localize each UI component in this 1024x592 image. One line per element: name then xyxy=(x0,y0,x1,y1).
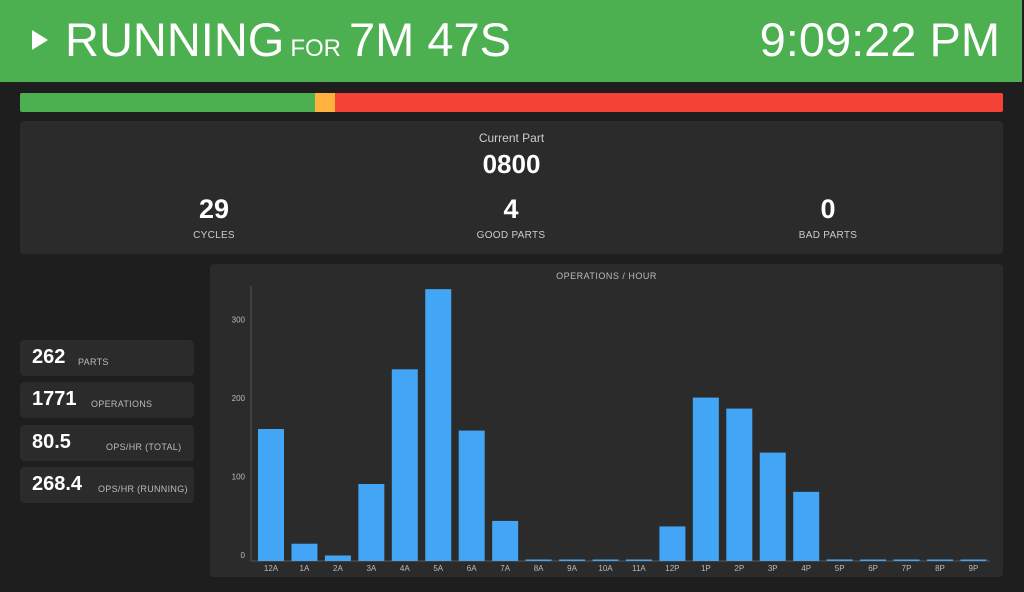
cycles-stat: 29 CYCLES xyxy=(114,193,314,241)
operations-metric: 1771 OPERATIONS xyxy=(20,382,194,418)
chart-bar xyxy=(358,484,385,561)
x-tick-label: 9P xyxy=(969,564,979,573)
timeline-segment-warning xyxy=(314,93,335,112)
x-tick-label: 8P xyxy=(935,564,945,573)
chart-bar xyxy=(659,526,686,561)
good-parts-stat: 4 GOOD PARTS xyxy=(411,193,611,241)
timeline-segment-down xyxy=(334,93,1003,112)
y-tick-label: 0 xyxy=(241,551,246,560)
chart-bar xyxy=(927,559,953,561)
good-parts-label: GOOD PARTS xyxy=(476,230,546,241)
status-for-label: FOR xyxy=(290,35,341,62)
x-tick-label: 4A xyxy=(400,564,410,573)
x-tick-label: 3P xyxy=(768,564,778,573)
chart-bar xyxy=(258,429,284,561)
chart-bar xyxy=(692,397,719,561)
chart-bar xyxy=(458,430,485,561)
ops-per-hour-total-label: OPS/HR (TOTAL) xyxy=(106,442,182,452)
x-tick-label: 3A xyxy=(366,564,376,573)
chart-bar xyxy=(893,559,920,561)
status-header: RUNNING FOR 7M 47S 9:09:22 PM xyxy=(0,0,1022,82)
cycles-label: CYCLES xyxy=(193,230,235,241)
good-parts-value: 4 xyxy=(503,194,519,224)
x-tick-label: 7P xyxy=(902,564,912,573)
x-tick-label: 2P xyxy=(734,564,744,573)
status-state: RUNNING xyxy=(65,13,285,66)
x-tick-label: 6P xyxy=(868,564,878,573)
operations-per-hour-chart: OPERATIONS / HOUR 0 100 200 300 12A 1A 2A 3A 4A 5… xyxy=(210,264,1003,577)
x-tick-label: 12P xyxy=(665,564,679,573)
chart-bar xyxy=(860,559,887,561)
y-tick-label: 300 xyxy=(232,315,246,324)
chart-bar xyxy=(291,543,318,561)
chart-title: OPERATIONS / HOUR xyxy=(556,271,657,281)
chart-bar xyxy=(759,452,786,561)
chart-bar xyxy=(391,369,418,561)
operations-value: 1771 xyxy=(32,388,77,410)
status-duration: 7M 47S xyxy=(349,13,511,66)
x-tick-label: 5P xyxy=(835,564,845,573)
chart-bar xyxy=(324,555,351,561)
current-part-panel: Current Part 0800 29 CYCLES 4 GOOD PARTS… xyxy=(20,121,1003,254)
chart-bar xyxy=(826,559,853,561)
y-tick-label: 200 xyxy=(232,394,246,403)
chart-bar xyxy=(525,559,552,561)
chart-bar xyxy=(592,559,619,561)
x-tick-label: 2A xyxy=(333,564,343,573)
x-tick-label: 5A xyxy=(433,564,443,573)
x-tick-label: 8A xyxy=(534,564,544,573)
current-part-label: Current Part xyxy=(478,131,545,145)
play-icon xyxy=(32,30,48,50)
ops-per-hour-total-value: 80.5 xyxy=(32,431,71,453)
ops-per-hour-running-label: OPS/HR (RUNNING) xyxy=(98,484,188,494)
ops-per-hour-running-value: 268.4 xyxy=(32,473,83,495)
chart-bar xyxy=(492,520,519,561)
chart-bar xyxy=(960,559,987,561)
y-tick-label: 100 xyxy=(232,472,246,481)
chart-bar xyxy=(559,559,586,561)
chart-bar xyxy=(793,491,820,561)
x-tick-label: 10A xyxy=(598,564,613,573)
chart-bar xyxy=(425,289,452,561)
x-tick-label: 11A xyxy=(632,564,646,573)
x-tick-label: 12A xyxy=(264,564,279,573)
bad-parts-label: BAD PARTS xyxy=(798,230,858,241)
x-tick-label: 6A xyxy=(467,564,477,573)
parts-label: PARTS xyxy=(78,357,109,367)
status-text: RUNNING FOR 7M 47S xyxy=(65,14,511,75)
clock: 9:09:22 PM xyxy=(759,13,1000,66)
current-part-value: 0800 xyxy=(482,149,541,179)
chart-bar xyxy=(726,408,753,561)
parts-value: 262 xyxy=(32,346,66,368)
x-tick-label: 4P xyxy=(801,564,811,573)
x-tick-label: 1P xyxy=(701,564,711,573)
x-tick-label: 9A xyxy=(567,564,577,573)
operations-label: OPERATIONS xyxy=(91,399,153,409)
parts-metric: 262 PARTS xyxy=(20,340,194,376)
bad-parts-value: 0 xyxy=(820,194,836,224)
chart-bar xyxy=(625,559,652,561)
status-timeline-bar xyxy=(20,93,1003,112)
chart-svg: 0 100 200 300 12A 1A 2A 3A 4A 5A 6A 7A 8A 9A 10A 11A 12P… xyxy=(232,286,990,573)
x-tick-label: 7A xyxy=(500,564,510,573)
cycles-value: 29 xyxy=(198,194,230,224)
ops-per-hour-running-metric: 268.4 OPS/HR (RUNNING) xyxy=(20,467,194,503)
x-tick-label: 1A xyxy=(300,564,310,573)
ops-per-hour-total-metric: 80.5 OPS/HR (TOTAL) xyxy=(20,425,194,461)
bad-parts-stat: 0 BAD PARTS xyxy=(728,193,928,241)
timeline-segment-running xyxy=(20,93,315,112)
